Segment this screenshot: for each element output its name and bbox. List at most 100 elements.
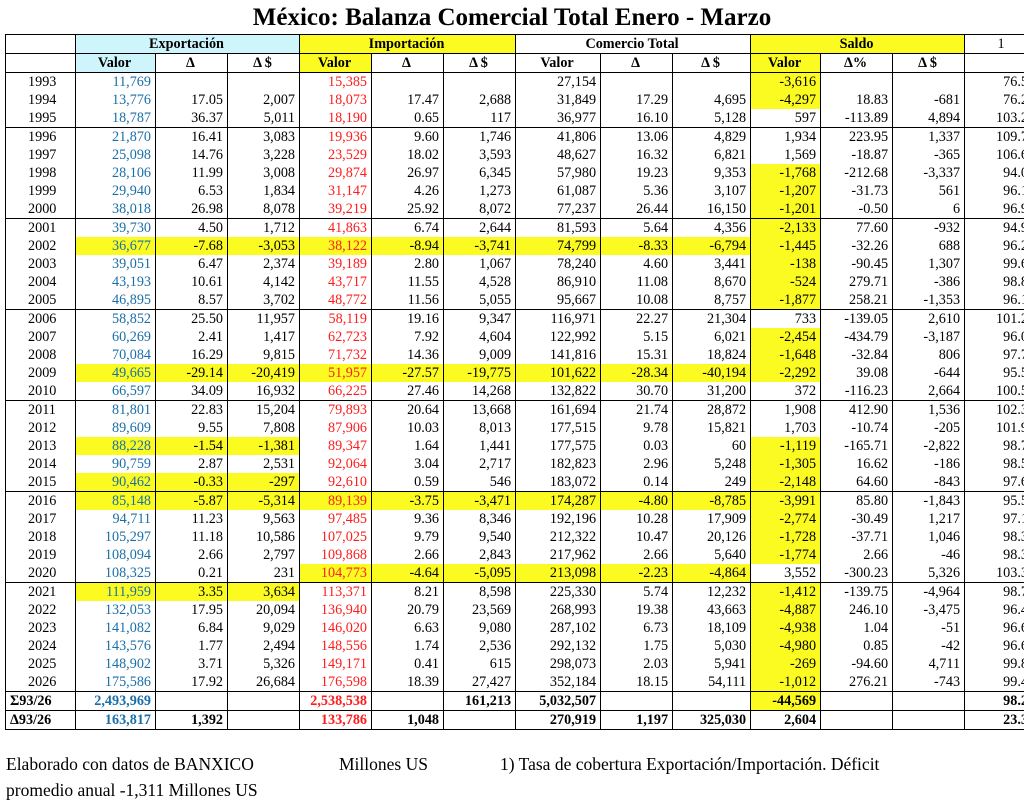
import-delta-usd-cell: 9,009 xyxy=(442,346,517,364)
coverage-ratio-cell: 96.12 xyxy=(964,182,1024,200)
import-delta-cell: 3.04 xyxy=(371,455,444,473)
export-value-cell: 66,597 xyxy=(75,382,156,401)
import-delta-cell: 19.16 xyxy=(371,309,444,328)
saldo-value-cell: -3,616 xyxy=(750,72,822,91)
total-value-cell: 122,992 xyxy=(515,328,602,346)
export-value-cell: 175,586 xyxy=(75,673,156,692)
table-row: 2022 132,053 17.95 20,094 136,940 20.79 23,569… xyxy=(5,601,1024,619)
import-value-cell: 41,863 xyxy=(299,218,372,237)
saldo-value-cell: -3,991 xyxy=(750,491,822,510)
export-delta-usd-cell: -5,314 xyxy=(227,491,300,510)
saldo-delta-pct-cell: -90.45 xyxy=(820,255,894,273)
table-row: 2004 43,193 10.61 4,142 43,717 11.55 4,528 86,9… xyxy=(5,273,1024,291)
import-delta-usd-cell: 27,427 xyxy=(442,673,517,692)
coverage-ratio-cell: 96.21 xyxy=(964,237,1024,255)
export-value-cell: 90,462 xyxy=(75,473,156,492)
export-value-cell: 132,053 xyxy=(75,601,156,619)
table-row: 2006 58,852 25.50 11,957 58,119 19.16 9,347 116… xyxy=(5,309,1024,328)
saldo-delta-usd-cell: 2,664 xyxy=(892,382,966,401)
import-value-cell: 15,385 xyxy=(299,72,372,91)
table-row: 2010 66,597 34.09 16,932 66,225 27.46 14,268 13… xyxy=(5,382,1024,401)
import-delta-usd-cell: -3,741 xyxy=(442,237,517,255)
table-row: 2016 85,148 -5.87 -5,314 89,139 -3.75 -3,471 17… xyxy=(5,491,1024,510)
saldo-delta-usd-cell: 4,894 xyxy=(892,109,966,128)
coverage-ratio-cell: 101.94 xyxy=(964,419,1024,437)
import-value-cell: 62,723 xyxy=(299,328,372,346)
total-delta-cell: 19.23 xyxy=(600,164,674,182)
table-row: 2018 105,297 11.18 10,586 107,025 9.79 9,540 21… xyxy=(5,528,1024,546)
saldo-delta-pct-cell: -10.74 xyxy=(820,419,894,437)
year-cell: 1999 xyxy=(5,182,76,200)
total-value-cell: 352,184 xyxy=(515,673,602,692)
export-value-cell: 13,776 xyxy=(75,91,156,109)
export-delta-cell: 11.99 xyxy=(155,164,228,182)
export-delta-usd-cell: 20,094 xyxy=(227,601,300,619)
total-delta-usd-cell: 18,109 xyxy=(672,619,752,637)
saldo-value-cell: -1,648 xyxy=(750,346,822,364)
saldo-delta-pct-cell: -113.89 xyxy=(820,109,894,128)
total-delta-usd-cell: 6,821 xyxy=(672,146,752,164)
subheader-cell: Δ xyxy=(155,53,228,73)
export-value-cell: 38,018 xyxy=(75,200,156,219)
total-delta-cell: 26.44 xyxy=(600,200,674,219)
saldo-delta-pct-cell: 64.60 xyxy=(820,473,894,492)
table-body: 199311,76915,38527,154-3,61676.50199413,… xyxy=(5,72,1024,730)
import-value-cell: 71,732 xyxy=(299,346,372,364)
saldo-delta-usd-cell: -3,337 xyxy=(892,164,966,182)
export-delta-usd-cell: 1,712 xyxy=(227,218,300,237)
export-delta-usd-cell: 26,684 xyxy=(227,673,300,692)
total-delta-usd-cell: -4,864 xyxy=(672,564,752,583)
subheader-cell: Δ $ xyxy=(672,53,752,73)
import-value-cell: 148,556 xyxy=(299,637,372,655)
export-value-cell: 148,902 xyxy=(75,655,156,673)
table-row: 1994 13,776 17.05 2,007 18,073 17.47 2,688 31,8… xyxy=(5,91,1024,109)
total-delta-cell: 2.03 xyxy=(600,655,674,673)
import-delta-cell: 0.59 xyxy=(371,473,444,492)
import-delta-usd-cell: 1,067 xyxy=(442,255,517,273)
saldo-delta-pct-cell: -32.84 xyxy=(820,346,894,364)
saldo-value-cell: -1,728 xyxy=(750,528,822,546)
export-value-cell: 46,895 xyxy=(75,291,156,310)
import-delta-usd-cell: 4,528 xyxy=(442,273,517,291)
table-row: 2014 90,759 2.87 2,531 92,064 3.04 2,717 182,82… xyxy=(5,455,1024,473)
export-delta-usd-cell: 9,815 xyxy=(227,346,300,364)
export-delta-usd-cell: 10,586 xyxy=(227,528,300,546)
saldo-delta-usd-cell: 806 xyxy=(892,346,966,364)
saldo-delta-pct-cell: -434.79 xyxy=(820,328,894,346)
import-delta-cell: 6.74 xyxy=(371,218,444,237)
saldo-delta-usd-cell: -743 xyxy=(892,673,966,692)
export-delta-cell: 17.92 xyxy=(155,673,228,692)
total-value-cell: 41,806 xyxy=(515,127,602,146)
total-value-cell: 74,799 xyxy=(515,237,602,255)
export-delta-usd-cell: 2,797 xyxy=(227,546,300,564)
import-delta-cell: 1.64 xyxy=(371,437,444,455)
saldo-value-cell: 372 xyxy=(750,382,822,401)
coverage-ratio-cell: 97.70 xyxy=(964,346,1024,364)
saldo-value-cell: -4,938 xyxy=(750,619,822,637)
saldo-delta-usd-cell: -42 xyxy=(892,637,966,655)
saldo-delta-usd-cell: 1,307 xyxy=(892,255,966,273)
saldo-delta-pct-cell: 258.21 xyxy=(820,291,894,310)
footer-note-2: promedio anual -1,311 Millones US xyxy=(6,780,258,800)
total-value-cell: 48,627 xyxy=(515,146,602,164)
total-value-cell: 77,237 xyxy=(515,200,602,219)
export-delta-usd-cell: -3,053 xyxy=(227,237,300,255)
coverage-ratio-cell: 109.70 xyxy=(964,127,1024,146)
coverage-ratio-cell: 95.59 xyxy=(964,364,1024,382)
saldo-value-cell: 1,908 xyxy=(750,400,822,419)
year-cell: 2005 xyxy=(5,291,76,310)
export-value-cell: 11,769 xyxy=(75,72,156,91)
table-row: 2003 39,051 6.47 2,374 39,189 2.80 1,067 78,240… xyxy=(5,255,1024,273)
export-value-cell: 108,325 xyxy=(75,564,156,583)
total-delta-cell: 2.96 xyxy=(600,455,674,473)
export-delta-cell: 17.05 xyxy=(155,91,228,109)
saldo-delta-usd-cell: 4,711 xyxy=(892,655,966,673)
export-value-cell: 105,297 xyxy=(75,528,156,546)
coverage-ratio-cell: 98.80 xyxy=(964,273,1024,291)
export-value-cell: 60,269 xyxy=(75,328,156,346)
total-delta-cell: 9.78 xyxy=(600,419,674,437)
total-delta-cell: 16.10 xyxy=(600,109,674,128)
saldo-value-cell: -138 xyxy=(750,255,822,273)
saldo-delta-usd-cell: -186 xyxy=(892,455,966,473)
